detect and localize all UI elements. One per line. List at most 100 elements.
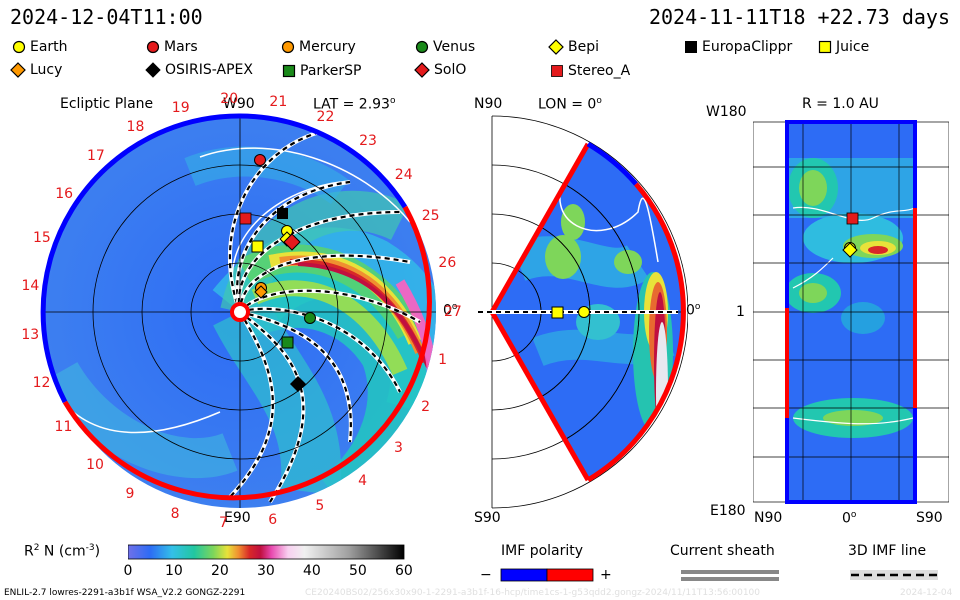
- carrington-label: 19: [171, 99, 190, 116]
- carrington-label: 3: [394, 439, 403, 456]
- osiris-apex-marker-icon: [145, 62, 161, 78]
- current-sheath-title: Current sheath: [670, 543, 775, 559]
- colorbar: [128, 544, 405, 560]
- colorbar-tick-label: 40: [303, 563, 321, 579]
- carrington-label: 1: [438, 352, 448, 369]
- ecliptic-bottom-label: E90: [224, 510, 251, 526]
- lucy-marker-icon: [10, 62, 26, 78]
- carrington-label: 9: [125, 486, 135, 503]
- carrington-label: 7: [219, 514, 228, 531]
- legend-bepi: Bepi: [548, 39, 599, 55]
- colorbar-tick-label: 60: [395, 563, 413, 579]
- ecliptic-title: Ecliptic Plane: [60, 96, 154, 112]
- radial-mid-left: 1: [736, 304, 745, 320]
- run-id-footer: CE20240BS02/256x30x90-1-2291-a3b1f-16-hc…: [305, 588, 761, 598]
- ecliptic-zero-label: 0o: [443, 302, 458, 319]
- radial-top-left: W180: [706, 104, 747, 120]
- carrington-label: 14: [21, 277, 40, 294]
- carrington-label: 18: [126, 119, 145, 136]
- imf-plus-label: +: [600, 567, 612, 583]
- meridional-lon-label: LON = 0o: [538, 96, 602, 113]
- carrington-label: 10: [86, 456, 104, 473]
- stereo-a-marker: [239, 212, 252, 225]
- radial-x-left: N90: [754, 510, 783, 526]
- carrington-label: 20: [220, 91, 239, 108]
- date-footer: 2024-12-04: [900, 588, 953, 598]
- carrington-label: 17: [86, 148, 105, 165]
- legend-venus: Venus: [415, 39, 475, 55]
- imf-line-title: 3D IMF line: [848, 543, 927, 559]
- current-sheath-swatch: [681, 570, 779, 581]
- imf-polarity-title: IMF polarity: [501, 543, 584, 559]
- bepi-marker-icon: [548, 39, 564, 55]
- colorbar-label: R2 N (cm-3): [24, 543, 101, 560]
- colorbar-tick-label: 50: [349, 563, 367, 579]
- legend-parkersp: ParkerSP: [282, 63, 361, 79]
- carrington-label: 13: [21, 326, 40, 343]
- colorbar-tick-label: 0: [123, 563, 133, 579]
- meridional-plane-plot: [478, 115, 688, 509]
- legend-mercury: Mercury: [281, 39, 356, 55]
- carrington-label: 23: [359, 133, 377, 150]
- juice-marker-icon: [818, 40, 832, 54]
- parkersp-marker: [281, 336, 294, 349]
- carrington-label: 21: [269, 94, 288, 111]
- legend-europaclipper: EuropaClippr: [684, 39, 792, 55]
- legend-mars: Mars: [146, 39, 198, 55]
- solo-marker: [283, 233, 301, 251]
- stereo-a-marker-icon: [551, 65, 563, 77]
- radial-map-plot: [753, 120, 949, 504]
- imf-polarity-bar: [500, 568, 594, 582]
- osiris-apex-marker: [290, 376, 306, 392]
- solo-marker-icon: [414, 62, 430, 78]
- legend-osiris-apex: OSIRIS-APEX: [145, 62, 253, 78]
- meridional-bottom-label: S90: [474, 510, 501, 526]
- carrington-label: 26: [438, 254, 457, 271]
- carrington-label: 8: [170, 505, 180, 522]
- carrington-label: 2: [421, 398, 431, 415]
- europaclipper-marker: [277, 208, 288, 219]
- radial-title: R = 1.0 AU: [802, 96, 879, 112]
- earth-marker-icon: [12, 40, 26, 54]
- carrington-label: 11: [54, 418, 73, 435]
- mars-marker: [254, 154, 266, 166]
- ecliptic-plane-plot: [40, 113, 436, 508]
- carrington-label: 15: [32, 229, 51, 246]
- carrington-label: 25: [421, 208, 440, 225]
- legend-juice: Juice: [818, 39, 869, 55]
- colorbar-tick-label: 20: [211, 563, 229, 579]
- carrington-label: 5: [315, 497, 325, 514]
- mars-marker-icon: [146, 40, 160, 54]
- carrington-label: 24: [394, 167, 413, 184]
- venus-marker: [304, 312, 316, 324]
- legend-solo: SolO: [414, 62, 466, 78]
- venus-marker-icon: [415, 40, 429, 54]
- imf-minus-label: −: [480, 567, 492, 583]
- carrington-label: 22: [316, 108, 335, 125]
- juice-marker: [251, 240, 264, 253]
- ecliptic-lat-label: LAT = 2.93o: [313, 96, 396, 113]
- imf-line-swatch: [850, 570, 938, 580]
- reference-time: 2024-11-11T18 +22.73 days: [648, 5, 950, 29]
- carrington-label: 12: [32, 374, 51, 391]
- colorbar-tick-label: 10: [165, 563, 183, 579]
- ecliptic-top-label: W90: [223, 96, 255, 112]
- legend-earth: Earth: [12, 39, 68, 55]
- legend-stereo-a: Stereo_A: [550, 63, 630, 79]
- carrington-label: 27: [443, 303, 462, 320]
- lucy-marker: [254, 285, 268, 299]
- meridional-top-label: N90: [474, 96, 503, 112]
- meridional-zero-label: 0o: [686, 302, 701, 319]
- current-time: 2024-12-04T11:00: [10, 5, 203, 29]
- radial-x-mid: 0o: [842, 510, 857, 527]
- europaclipper-marker-icon: [685, 41, 697, 53]
- carrington-label: 6: [268, 511, 278, 528]
- radial-bottom-left: E180: [710, 503, 746, 519]
- mercury-marker-icon: [281, 40, 295, 54]
- parkersp-marker-icon: [282, 64, 296, 78]
- carrington-label: 4: [358, 473, 368, 490]
- legend-lucy: Lucy: [10, 62, 62, 78]
- radial-x-right: S90: [916, 510, 943, 526]
- carrington-label: 16: [55, 185, 74, 202]
- colorbar-tick-label: 30: [257, 563, 275, 579]
